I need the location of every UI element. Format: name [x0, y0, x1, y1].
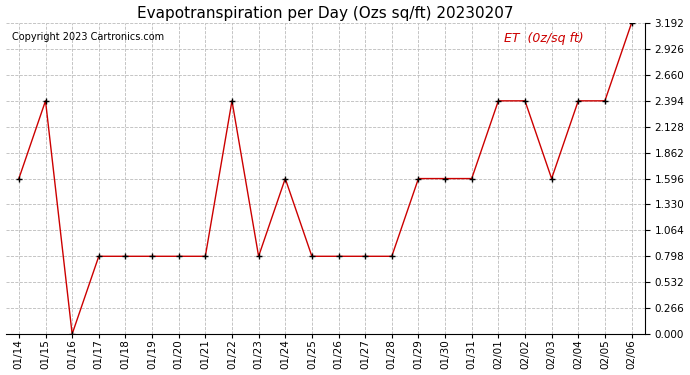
Title: Evapotranspiration per Day (Ozs sq/ft) 20230207: Evapotranspiration per Day (Ozs sq/ft) 2… [137, 6, 513, 21]
Text: Copyright 2023 Cartronics.com: Copyright 2023 Cartronics.com [12, 33, 164, 42]
Text: ET  (0z/sq ft): ET (0z/sq ft) [504, 33, 584, 45]
